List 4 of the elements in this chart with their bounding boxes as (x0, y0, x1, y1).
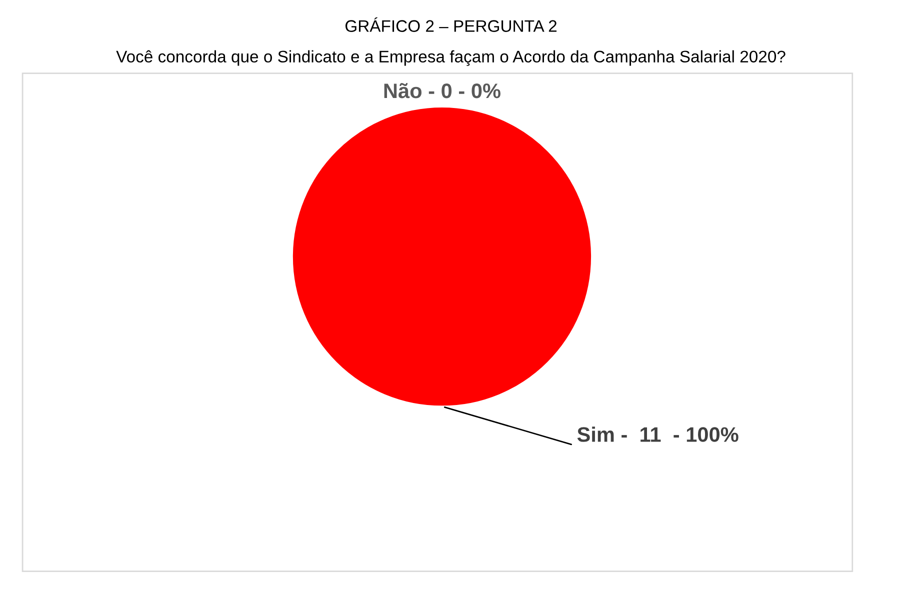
category-label: Não - 0 - 0% (384, 83, 500, 98)
chart-subtitle: Você concorda que o Sindicato e a Empresa façam o Acordo da Campanha Salarial 2020? (116, 50, 786, 66)
chart-title: GRÁFICO 2 – PERGUNTA 2 (345, 17, 557, 32)
slice-label: Sim - 11 - 100% (577, 426, 738, 442)
